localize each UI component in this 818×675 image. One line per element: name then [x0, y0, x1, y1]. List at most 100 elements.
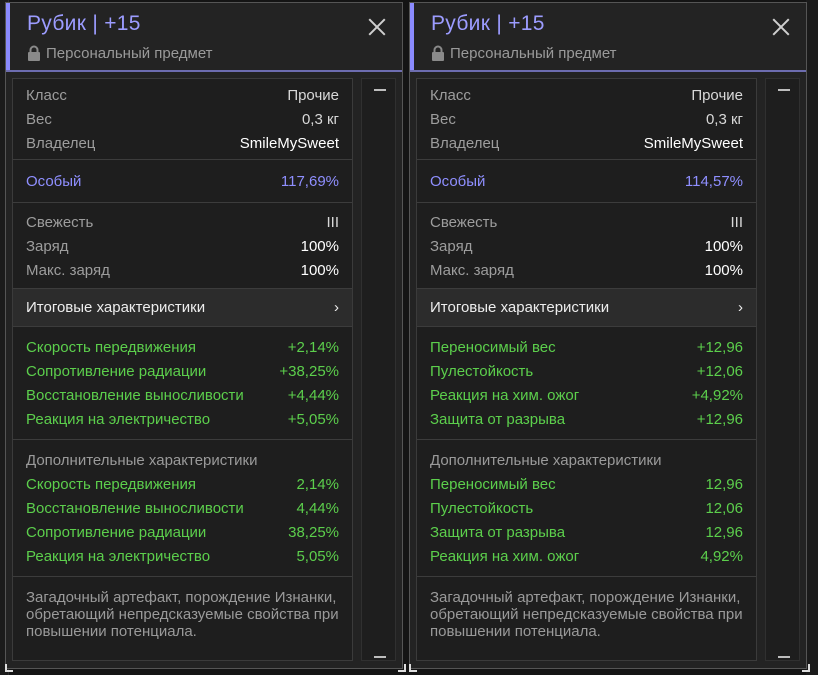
stat-value: +38,25% — [279, 362, 339, 380]
special-label: Особый — [26, 172, 82, 190]
info-value: 0,3 кг — [705, 110, 743, 128]
background-right-strip — [806, 0, 818, 675]
totals-heading: Итоговые характеристики — [26, 299, 206, 316]
status-label: Свежесть — [430, 213, 498, 231]
stat-value: 5,05% — [296, 547, 339, 565]
total-stat-row: Восстановление выносливости +4,44% — [13, 383, 352, 407]
totals-heading-button[interactable]: Итоговые характеристики › — [13, 289, 352, 327]
personal-item-label: Персональный предмет — [450, 45, 617, 62]
background-left-strip — [0, 0, 8, 675]
status-label: Свежесть — [26, 213, 94, 231]
corner-bracket — [5, 664, 13, 672]
extra-section: Дополнительные характеристики Переносимы… — [417, 440, 756, 577]
status-value: 100% — [704, 237, 743, 255]
info-label: Класс — [430, 86, 471, 104]
stat-value: +2,14% — [287, 338, 339, 356]
info-value: Прочие — [691, 86, 743, 104]
corner-bracket — [398, 664, 406, 672]
scrollbar[interactable] — [765, 78, 800, 661]
scroll-bottom-marker — [374, 656, 386, 658]
scrollbar[interactable] — [361, 78, 396, 661]
status-value: 100% — [300, 261, 339, 279]
special-row: Особый 117,69% — [13, 169, 352, 193]
special-value: 117,69% — [280, 172, 339, 190]
tooltip-content: Класс Прочие Вес 0,3 кг Владелец SmileMySwe… — [416, 78, 757, 661]
chevron-right-icon: › — [334, 299, 339, 316]
status-label: Макс. заряд — [430, 261, 514, 279]
total-stat-row: Пулестойкость +12,06 — [417, 359, 756, 383]
stat-value: 2,14% — [296, 475, 339, 493]
status-row-max-charge: Макс. заряд 100% — [417, 258, 756, 282]
stat-label: Реакция на электричество — [26, 410, 211, 428]
stat-value: +5,05% — [287, 410, 339, 428]
stat-label: Реакция на электричество — [26, 547, 211, 565]
status-value: III — [730, 213, 743, 231]
extra-stat-row: Защита от разрыва 12,96 — [417, 520, 756, 544]
status-value: 100% — [704, 261, 743, 279]
stat-value: 38,25% — [288, 523, 339, 541]
totals-heading: Итоговые характеристики — [430, 299, 610, 316]
info-row-weight: Вес 0,3 кг — [13, 107, 352, 131]
stat-label: Реакция на хим. ожог — [430, 547, 580, 565]
scroll-top-marker — [778, 89, 790, 91]
info-row-owner: Владелец SmileMySweet — [417, 131, 756, 155]
totals-heading-button[interactable]: Итоговые характеристики › — [417, 289, 756, 327]
item-description: Загадочный артефакт, порождение Изнанки,… — [26, 589, 339, 640]
personal-item-label: Персональный предмет — [46, 45, 213, 62]
stat-value: +12,06 — [696, 362, 743, 380]
title-accent-bar — [6, 3, 10, 70]
info-label: Владелец — [26, 134, 96, 152]
extra-heading: Дополнительные характеристики — [26, 451, 258, 469]
header-divider — [410, 70, 806, 72]
extra-stat-row: Сопротивление радиации 38,25% — [13, 520, 352, 544]
total-stat-row: Скорость передвижения +2,14% — [13, 335, 352, 359]
status-row-charge: Заряд 100% — [13, 234, 352, 258]
special-section: Особый 114,57% — [417, 160, 756, 203]
stat-value: 4,44% — [296, 499, 339, 517]
special-section: Особый 117,69% — [13, 160, 352, 203]
total-stat-row: Защита от разрыва +12,96 — [417, 407, 756, 431]
status-row-charge: Заряд 100% — [417, 234, 756, 258]
stat-value: +12,96 — [696, 338, 743, 356]
status-label: Заряд — [26, 237, 69, 255]
tooltip-content: Класс Прочие Вес 0,3 кг Владелец SmileMySwe… — [12, 78, 353, 661]
stat-label: Пулестойкость — [430, 362, 534, 380]
stat-value: +4,44% — [287, 386, 339, 404]
info-row-weight: Вес 0,3 кг — [417, 107, 756, 131]
stat-value: 12,96 — [705, 523, 743, 541]
extra-stat-row: Реакция на электричество 5,05% — [13, 544, 352, 568]
info-value: SmileMySweet — [643, 134, 743, 152]
info-value: Прочие — [287, 86, 339, 104]
stat-label: Переносимый вес — [430, 475, 556, 493]
item-description: Загадочный артефакт, порождение Изнанки,… — [430, 589, 743, 640]
stat-label: Восстановление выносливости — [26, 499, 244, 517]
info-row-owner: Владелец SmileMySweet — [13, 131, 352, 155]
total-stat-row: Переносимый вес +12,96 — [417, 335, 756, 359]
stat-value: +12,96 — [696, 410, 743, 428]
stat-value: 12,96 — [705, 475, 743, 493]
title-accent-bar — [410, 3, 414, 70]
scroll-bottom-marker — [778, 656, 790, 658]
extra-stat-row: Восстановление выносливости 4,44% — [13, 496, 352, 520]
info-label: Владелец — [430, 134, 500, 152]
stat-label: Защита от разрыва — [430, 523, 566, 541]
lock-icon — [28, 45, 40, 61]
info-label: Вес — [26, 110, 52, 128]
stat-label: Реакция на хим. ожог — [430, 386, 580, 404]
status-row-freshness: Свежесть III — [13, 210, 352, 234]
status-row-freshness: Свежесть III — [417, 210, 756, 234]
stat-label: Восстановление выносливости — [26, 386, 244, 404]
item-tooltip-panel-1: Рубик | +15 Персональный предмет Класс Пр… — [5, 2, 403, 669]
info-row-class: Класс Прочие — [13, 83, 352, 107]
stat-label: Скорость передвижения — [26, 475, 197, 493]
item-title: Рубик | +15 — [27, 12, 141, 35]
corner-bracket — [409, 664, 417, 672]
special-row: Особый 114,57% — [417, 169, 756, 193]
close-icon[interactable] — [772, 18, 790, 36]
total-stat-row: Реакция на хим. ожог +4,92% — [417, 383, 756, 407]
extra-heading: Дополнительные характеристики — [430, 451, 662, 469]
stat-label: Сопротивление радиации — [26, 362, 207, 380]
close-icon[interactable] — [368, 18, 386, 36]
corner-bracket — [802, 664, 810, 672]
stat-label: Пулестойкость — [430, 499, 534, 517]
